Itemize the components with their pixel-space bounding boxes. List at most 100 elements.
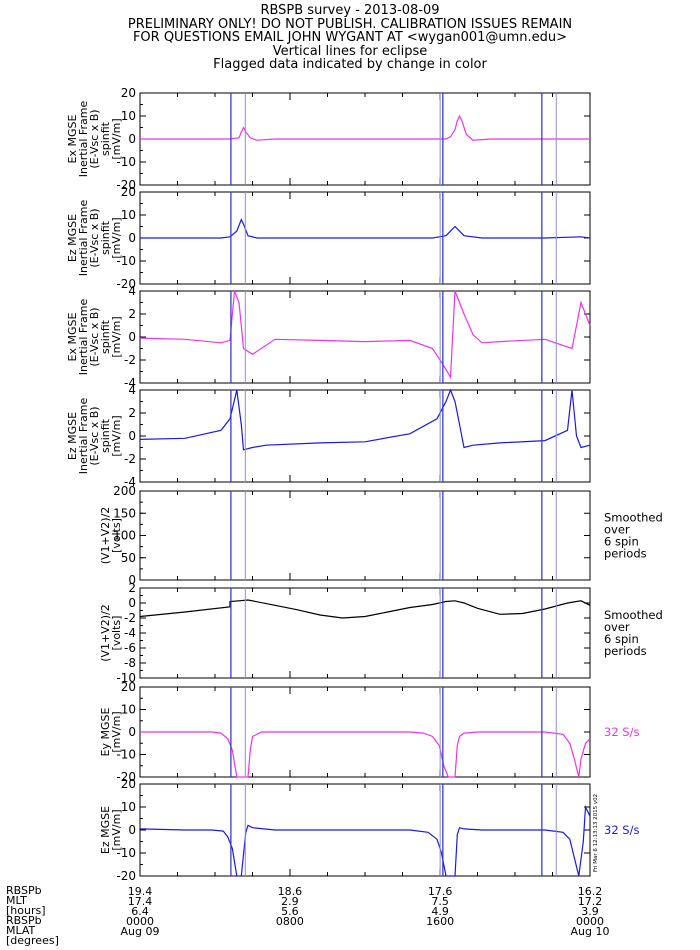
y-axis-label: Ex MGSE [66,312,79,361]
y-axis-label: spinfit [99,121,112,156]
header-warning: PRELIMINARY ONLY! DO NOT PUBLISH. CALIBR… [127,16,573,32]
header-title: RBSPB survey - 2013-08-09 [260,3,440,18]
y-tick-label: 0 [128,231,136,245]
y-axis-label: spinfit [99,220,112,255]
panel-frame [139,290,591,384]
panel-side-note: 6 spin [604,632,639,646]
y-axis-label: Ey MGSE [99,707,112,756]
plot-header: RBSPB survey - 2013-08-09 PRELIMINARY ON… [0,4,700,72]
panel-side-note: 32 S/s [604,725,639,739]
y-tick-label: -2 [124,611,136,625]
footer-value: 3.9 [581,905,599,918]
panel-side-note: 6 spin [604,535,639,549]
y-tick-label: 10 [121,800,136,814]
y-tick-label: 100 [113,529,136,543]
y-tick-label: 20 [121,86,136,100]
footer-value: 0000 [126,915,154,928]
y-axis-label: Inertial Frame [77,200,90,277]
y-axis-label: [mV/m] [110,217,123,258]
y-axis-label: [mV/m] [110,711,123,752]
y-axis-label: Inertial Frame [77,101,90,178]
y-tick-label: 10 [121,109,136,123]
y-axis-label: [volts] [110,616,123,651]
y-tick-label: 2 [128,581,136,595]
y-axis-label: (E-Vsc x B) [88,307,101,366]
series-line [140,731,591,778]
y-tick-label: -2 [124,353,136,367]
y-axis-label: [mV/m] [110,316,123,357]
y-tick-label: -4 [124,475,136,489]
panel-frame [139,587,591,679]
panel-side-note: periods [604,644,647,658]
y-axis-label: Ex MGSE [66,114,79,163]
series-line [139,290,591,380]
y-axis-label: (V1+V2)/2 [99,507,112,565]
header-contact: FOR QUESTIONS EMAIL JOHN WYGANT AT <wyga… [132,30,568,45]
y-tick-label: -6 [124,641,136,655]
panel-v1v2-b: -10-8-6-4-202 (V1+V2)/2[volts] Smoothedove… [99,581,663,685]
footer-value: 0000 [576,915,604,928]
footer-value: 7.5 [431,895,449,908]
y-axis-label: spinfit [99,418,112,453]
series-line [139,388,591,451]
panel-side-note: 32 S/s [604,823,639,837]
footer-value: 5.6 [281,905,299,918]
y-axis-label: [mV/m] [110,118,123,159]
footer-value: 2.9 [281,895,299,908]
y-axis-label: spinfit [99,319,112,354]
panel-side-note: Smoothed [604,511,663,525]
y-tick-label: 0 [128,596,136,610]
footer-value: 18.6 [278,885,303,898]
y-tick-label: 0 [128,573,136,587]
y-tick-label: 20 [121,777,136,791]
y-tick-label: -20 [116,770,136,784]
y-tick-label: 4 [128,383,136,397]
footer-value: 0800 [276,915,304,928]
panel-side-note: periods [604,547,647,561]
footer-value: 17.6 [428,885,453,898]
panel-v1v2-a: 0 50 100 150 200(V1+V2)/2[volts] Smoothedover… [99,484,663,587]
y-axis-label: (E-Vsc x B) [88,406,101,465]
header-eclipse-note: Vertical lines for eclipse [272,43,428,59]
y-tick-label: -2 [124,452,136,466]
footer-value: 6.4 [131,905,149,918]
y-tick-label: 0 [128,823,136,837]
y-tick-label: -10 [116,254,136,268]
footer-value: 17.4 [128,895,153,908]
y-tick-label: -20 [116,869,136,883]
y-tick-label: -10 [116,671,136,685]
series-line [139,599,591,619]
panel-ez-32: -20 -10 0 10 20 Ez MGSE[mV/m] 32 S/s [99,777,639,883]
y-tick-label: -20 [116,178,136,192]
y-tick-label: 20 [121,680,136,694]
footer-value: Aug 09 [121,925,160,938]
y-tick-label: -10 [116,155,136,169]
y-tick-label: 10 [121,703,136,717]
y-axis-label: (E-Vsc x B) [88,208,101,267]
panel-side-note: over [604,620,630,634]
panel-side-note: Smoothed [604,608,663,622]
series-line [139,804,591,877]
y-tick-label: 4 [128,284,136,298]
footer-value: 1600 [426,915,454,928]
y-tick-label: 150 [113,506,136,520]
footer-value: 16.2 [578,885,603,898]
y-tick-label: 0 [128,429,136,443]
y-axis-label: (V1+V2)/2 [99,604,112,662]
y-tick-label: -4 [124,626,136,640]
y-axis-label: (E-Vsc x B) [88,109,101,168]
y-tick-label: 50 [121,551,136,565]
y-tick-label: -10 [116,748,136,762]
y-tick-label: 200 [113,484,136,498]
panel-frame [139,490,591,581]
footer-value: 17.2 [578,895,603,908]
y-axis-label: [mV/m] [110,809,123,850]
panel-ey-32: -20 -10 0 10 20 Ey MGSE[mV/m] 32 S/s [99,680,639,784]
y-tick-label: -20 [116,277,136,291]
y-axis-label: Ez MGSE [66,214,79,262]
y-tick-label: -8 [124,656,136,670]
